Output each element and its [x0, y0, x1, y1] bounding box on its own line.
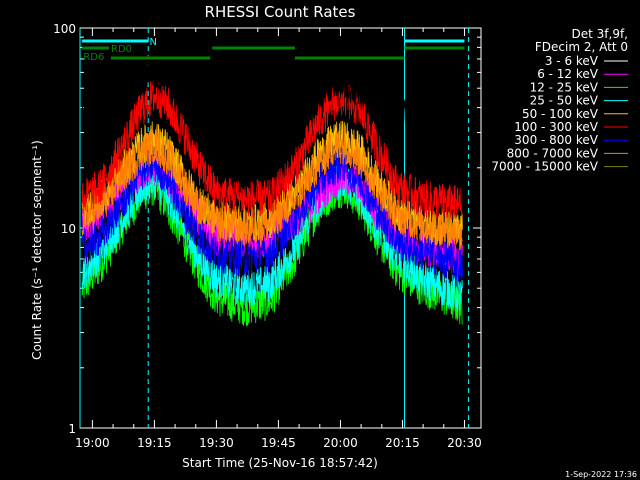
legend-header-line-2: FDecim 2, Att 0 [535, 40, 628, 54]
legend-entry-label: 25 - 50 keV [530, 94, 599, 108]
legend-entry-label: 7000 - 15000 keV [491, 160, 598, 174]
attenuator-label-rd0: RD0 [111, 44, 132, 55]
y-tick-label: 1 [68, 422, 76, 436]
x-tick-label: 19:30 [199, 436, 234, 450]
legend-entry-label: 3 - 6 keV [545, 54, 599, 68]
x-tick-label: 19:00 [75, 436, 110, 450]
x-tick-label: 20:15 [385, 436, 420, 450]
y-axis-label: Count Rate (s⁻¹ detector segment⁻¹) [30, 140, 44, 360]
plot-area: 1 10 100 19:00 19:15 19:30 19:45 20:00 20:15 20:3… [53, 22, 482, 450]
y-tick-label: 100 [53, 22, 76, 36]
x-tick-label: 20:30 [447, 436, 482, 450]
series-line-0 [81, 54, 463, 142]
attenuator-label-n: N [149, 37, 156, 48]
attenuator-label-rd6: RD6 [83, 52, 104, 63]
legend-entry-label: 50 - 100 keV [522, 107, 599, 121]
series-line-5 [81, 79, 463, 220]
footer-date: 1-Sep-2022 17:36 [565, 470, 637, 479]
legend-entry-label: 12 - 25 keV [530, 80, 599, 94]
x-tick-label: 20:00 [323, 436, 358, 450]
y-tick-label: 10 [61, 222, 76, 236]
legend-entry-label: 6 - 12 keV [537, 67, 599, 81]
legend-header-line-1: Det 3f,9f, [572, 27, 629, 41]
legend-entry-label: 300 - 800 keV [514, 133, 598, 147]
legend-entry-label: 100 - 300 keV [514, 120, 598, 134]
x-tick-label: 19:45 [261, 436, 296, 450]
x-axis-label: Start Time (25-Nov-16 18:57:42) [182, 456, 378, 470]
x-tick-label: 19:15 [137, 436, 172, 450]
chart-title: RHESSI Count Rates [205, 3, 356, 21]
legend-entry-label: 800 - 7000 keV [507, 146, 599, 160]
